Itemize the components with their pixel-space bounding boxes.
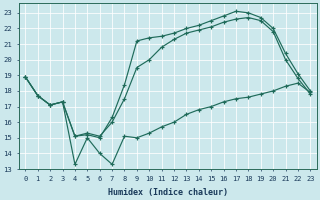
X-axis label: Humidex (Indice chaleur): Humidex (Indice chaleur) bbox=[108, 188, 228, 197]
